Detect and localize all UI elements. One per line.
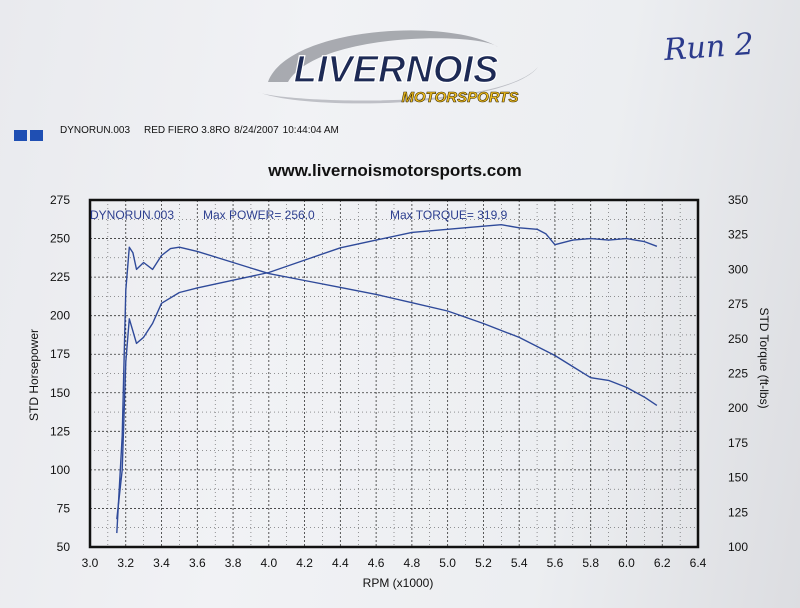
run-file: DYNORUN.003 xyxy=(60,125,131,136)
y2-tick-label: 275 xyxy=(728,297,748,311)
y-tick-label: 275 xyxy=(50,193,70,207)
y2-tick-label: 200 xyxy=(728,401,748,415)
y-tick-label: 175 xyxy=(50,347,70,361)
run-info: DYNORUN.003 RED FIERO 3.8RO 8/24/2007 10… xyxy=(60,125,339,136)
torque-curve xyxy=(116,246,658,534)
x-tick-label: 6.2 xyxy=(654,556,671,570)
x-tick-label: 3.0 xyxy=(82,556,99,570)
swatch-1 xyxy=(14,130,27,141)
plot-frame xyxy=(88,198,700,549)
x-tick-label: 3.4 xyxy=(153,556,170,570)
x-tick-label: 4.2 xyxy=(296,556,313,570)
horsepower-curve xyxy=(116,223,658,520)
y2-tick-label: 250 xyxy=(728,332,748,346)
y2-tick-label: 175 xyxy=(728,436,748,450)
run-vehicle: RED FIERO 3.8RO xyxy=(144,125,231,136)
y2-tick-label: 300 xyxy=(728,262,748,276)
annotation-max-power: Max POWER= 256.0 xyxy=(203,208,315,222)
x-tick-label: 3.8 xyxy=(225,556,242,570)
x-axis-title: RPM (x1000) xyxy=(363,576,434,590)
run-date: 8/24/2007 xyxy=(234,125,279,136)
x-tick-label: 4.4 xyxy=(332,556,349,570)
x-tick-label: 4.0 xyxy=(260,556,277,570)
x-tick-label: 6.0 xyxy=(618,556,635,570)
x-tick-label: 5.6 xyxy=(547,556,564,570)
chart-ticks: 3.0 3.2 3.4 3.6 3.8 4.0 4.2 4.4 4.6 4.8 5.0 5.2 5.4 5… xyxy=(50,193,748,570)
y-axis-title: STD Horsepower xyxy=(27,329,41,421)
website-url: www.livernoismotorsports.com xyxy=(268,161,522,180)
y2-tick-label: 150 xyxy=(728,471,748,485)
chart-curves xyxy=(116,223,658,534)
y-tick-label: 100 xyxy=(50,463,70,477)
y2-axis-title: STD Torque (ft-lbs) xyxy=(757,307,771,408)
annotation-run: DYNORUN.003 xyxy=(90,208,174,222)
logo-main-text: LIVERNOIS xyxy=(294,49,499,91)
chart-grid xyxy=(89,199,699,548)
y2-tick-label: 225 xyxy=(728,367,748,381)
y-tick-label: 50 xyxy=(57,540,71,554)
run-time: 10:44:04 AM xyxy=(282,125,339,136)
x-tick-label: 4.6 xyxy=(368,556,385,570)
y-tick-label: 75 xyxy=(57,501,71,515)
x-tick-label: 5.0 xyxy=(439,556,456,570)
swatch-2 xyxy=(30,130,43,141)
x-tick-label: 6.4 xyxy=(690,556,707,570)
y-tick-label: 250 xyxy=(50,232,70,246)
y-tick-label: 150 xyxy=(50,386,70,400)
x-tick-label: 5.8 xyxy=(582,556,599,570)
y2-tick-label: 100 xyxy=(728,540,748,554)
color-swatches xyxy=(14,130,43,141)
x-tick-label: 4.8 xyxy=(404,556,421,570)
x-tick-label: 5.2 xyxy=(475,556,492,570)
livernois-logo: LIVERNOIS MOTORSPORTS xyxy=(258,30,538,106)
annotation-max-torque: Max TORQUE= 319.9 xyxy=(390,208,508,222)
y2-tick-label: 325 xyxy=(728,228,748,242)
x-tick-label: 5.4 xyxy=(511,556,528,570)
logo-sub-text: MOTORSPORTS xyxy=(402,89,519,106)
y2-tick-label: 125 xyxy=(728,505,748,519)
y2-tick-label: 350 xyxy=(728,193,748,207)
x-tick-label: 3.2 xyxy=(117,556,134,570)
x-tick-label: 3.6 xyxy=(189,556,206,570)
y-tick-label: 225 xyxy=(50,270,70,284)
y-tick-label: 200 xyxy=(50,309,70,323)
y-tick-label: 125 xyxy=(50,424,70,438)
